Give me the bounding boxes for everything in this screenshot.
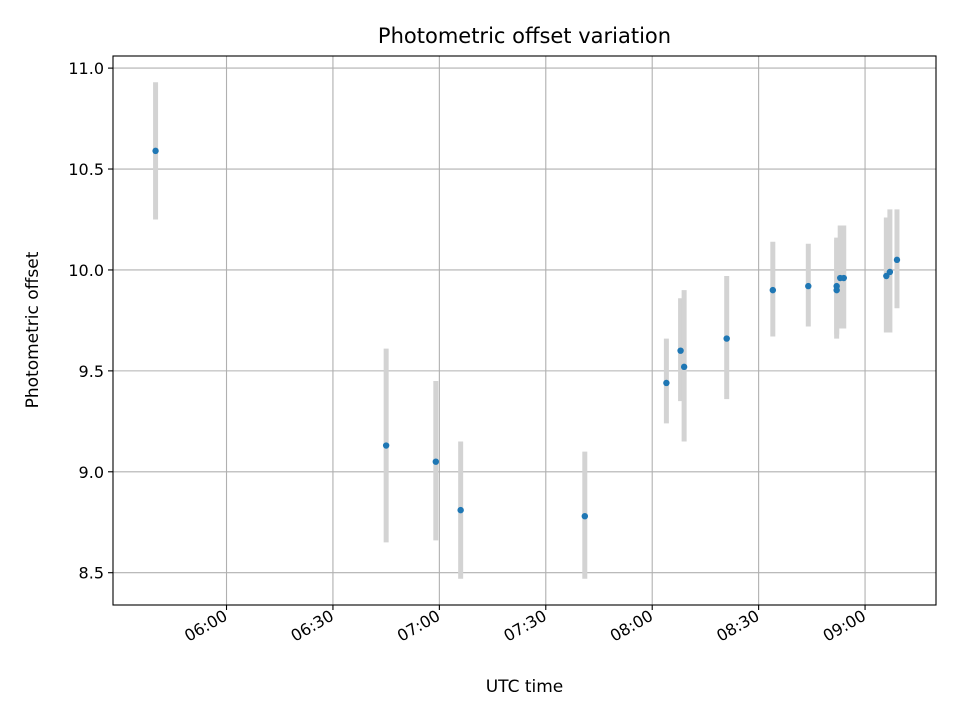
plot-frame [112,55,937,606]
y-axis-label: Photometric offset [23,251,43,408]
data-point [840,274,847,282]
data-point [382,442,390,449]
y-axis-ticks: 8.5 9.0 9.5 10.0 10.5 11.0 [68,59,113,583]
data-point [677,347,684,354]
y-tick-label: 9.5 [79,362,104,381]
y-tick-label: 8.5 [79,564,104,583]
data-points [152,147,901,520]
data-point [663,379,670,387]
y-tick-label: 11.0 [68,59,104,78]
data-point [886,268,894,276]
data-point [432,458,440,465]
data-point [769,286,777,294]
x-axis-label: UTC time [486,677,564,697]
grid-lines [113,56,936,605]
data-point [457,506,464,514]
data-point [893,256,901,264]
y-tick-label: 10.0 [68,261,104,280]
data-point [680,363,688,371]
data-point [805,282,812,290]
data-point [723,335,730,342]
y-tick-label: 10.5 [68,160,104,179]
chart-title: Photometric offset variation [378,24,671,48]
data-point [581,512,589,520]
y-tick-label: 9.0 [79,463,104,482]
data-point [152,147,159,155]
data-point [833,282,840,290]
